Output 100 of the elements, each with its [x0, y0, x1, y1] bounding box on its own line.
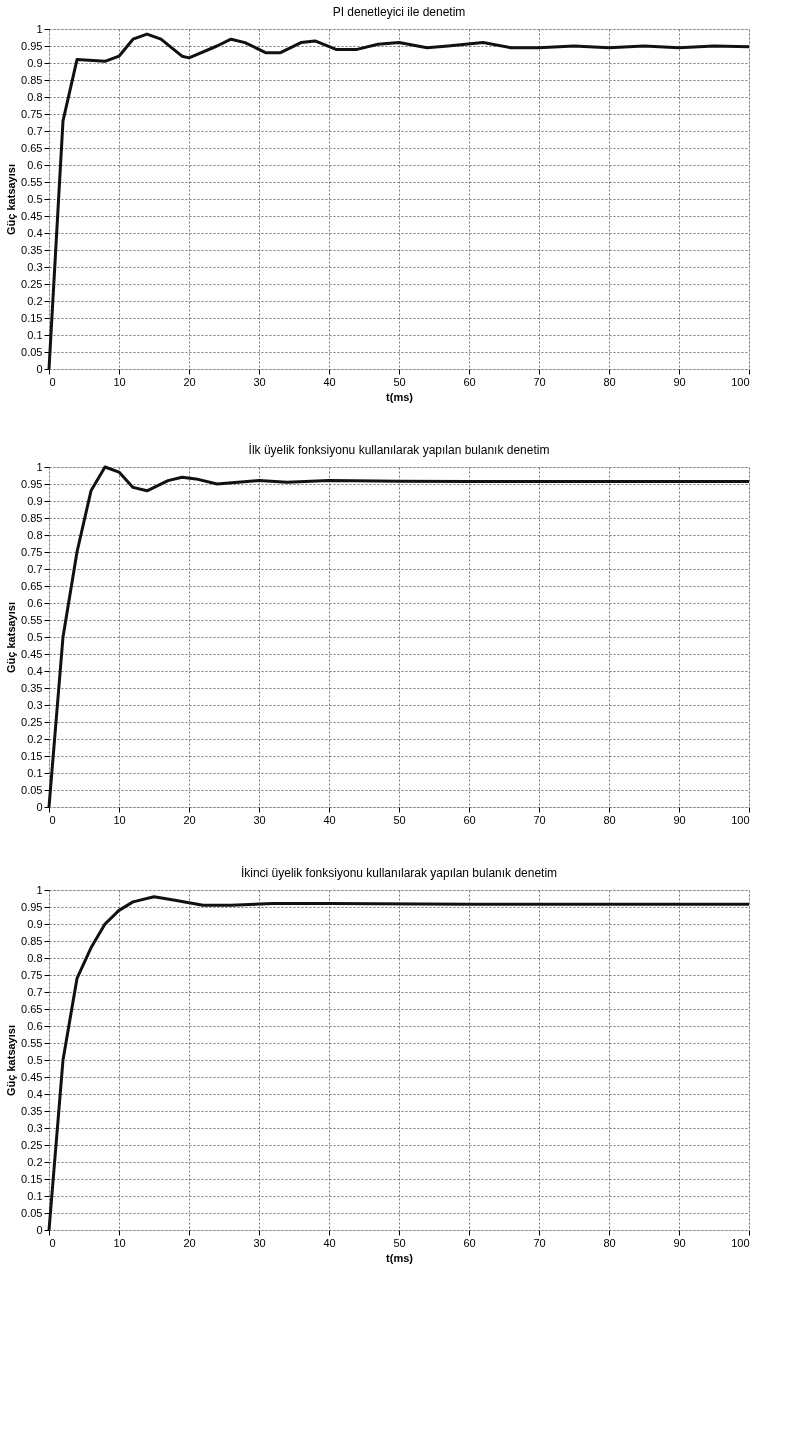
- y-tick-label: 0.45: [21, 1070, 43, 1083]
- x-tick-label: 50: [393, 1236, 406, 1249]
- y-tick-label: 0.8: [27, 951, 43, 964]
- y-tick-label: 0.55: [21, 613, 43, 626]
- x-tick-label: 60: [463, 1236, 476, 1249]
- y-tick-label: 0.3: [27, 1121, 43, 1134]
- y-tick-label: 0.25: [21, 715, 43, 728]
- y-tick-label: 0.65: [21, 579, 43, 592]
- y-tick-label: 0.2: [27, 1155, 43, 1168]
- y-tick-label: 0.2: [27, 732, 43, 745]
- y-tick-label: 0.75: [21, 107, 43, 120]
- line-series: [47, 465, 751, 809]
- x-tick-label: 60: [463, 813, 476, 826]
- y-tick-label: 0.15: [21, 1172, 43, 1185]
- y-tick-label: 0.35: [21, 1104, 43, 1117]
- x-tick-label: 90: [673, 375, 686, 388]
- y-tick-label: 0.35: [21, 243, 43, 256]
- y-tick-label: 0.7: [27, 562, 43, 575]
- y-tick-label: 0.5: [27, 192, 43, 205]
- y-tick-label: 0.4: [27, 1087, 43, 1100]
- y-axis-title: Güç katsayısı: [5, 164, 18, 235]
- x-tick-label: 100: [731, 375, 750, 388]
- x-tick-label: 100: [731, 813, 750, 826]
- chart-title: İlk üyelik fonksiyonu kullanılarak yapılan bulanık denetim: [248, 443, 550, 457]
- x-tick-label: 10: [113, 813, 126, 826]
- x-tick-label: 30: [253, 813, 266, 826]
- x-tick-label: 20: [183, 813, 196, 826]
- x-tick-label: 100: [731, 1236, 750, 1249]
- y-tick-label: 0.95: [21, 477, 43, 490]
- y-tick-label: 0.4: [27, 226, 43, 239]
- x-tick-label: 0: [49, 813, 56, 826]
- x-tick-label: 20: [183, 375, 196, 388]
- y-tick-label: 0.6: [27, 1019, 43, 1032]
- x-tick-label: 0: [49, 375, 56, 388]
- y-tick-label: 0.1: [27, 328, 43, 341]
- line-series: [47, 32, 751, 371]
- x-tick-label: 80: [603, 813, 616, 826]
- y-tick-label: 0.2: [27, 294, 43, 307]
- y-axis-title: Güç katsayısı: [5, 1025, 18, 1096]
- x-tick-label: 90: [673, 813, 686, 826]
- y-tick-label: 0.65: [21, 1002, 43, 1015]
- y-tick-label: 0.95: [21, 39, 43, 52]
- y-tick-label: 1: [36, 22, 43, 35]
- y-tick-label: 0.85: [21, 73, 43, 86]
- x-tick-label: 50: [393, 813, 406, 826]
- y-tick-label: 0.8: [27, 528, 43, 541]
- x-tick-label: 40: [323, 375, 336, 388]
- y-tick-label: 0.5: [27, 630, 43, 643]
- y-tick-label: 0.05: [21, 345, 43, 358]
- y-tick-label: 0.45: [21, 209, 43, 222]
- y-tick-label: 0.05: [21, 1206, 43, 1219]
- y-tick-label: 0.75: [21, 545, 43, 558]
- x-tick-label: 70: [533, 1236, 546, 1249]
- y-tick-label: 0.9: [27, 56, 43, 69]
- x-tick-label: 40: [323, 1236, 336, 1249]
- x-tick-label: 0: [49, 1236, 56, 1249]
- y-tick-label: 0.05: [21, 783, 43, 796]
- y-tick-label: 0.6: [27, 158, 43, 171]
- y-tick-label: 0.7: [27, 124, 43, 137]
- x-tick-label: 70: [533, 813, 546, 826]
- y-tick-label: 1: [36, 460, 43, 473]
- y-tick-label: 0.85: [21, 511, 43, 524]
- y-tick-label: 0.15: [21, 749, 43, 762]
- y-tick-label: 0.55: [21, 175, 43, 188]
- y-tick-label: 0.55: [21, 1036, 43, 1049]
- y-tick-label: 0.25: [21, 277, 43, 290]
- y-tick-label: 0.3: [27, 698, 43, 711]
- y-tick-label: 0.35: [21, 681, 43, 694]
- x-tick-label: 50: [393, 375, 406, 388]
- y-tick-label: 0.15: [21, 311, 43, 324]
- y-tick-label: 0.75: [21, 968, 43, 981]
- chart-title: PI denetleyici ile denetim: [332, 5, 466, 19]
- y-axis-title: Güç katsayısı: [5, 602, 18, 673]
- x-tick-label: 30: [253, 1236, 266, 1249]
- chart-title: İkinci üyelik fonksiyonu kullanılarak yapılan bulanık denetim: [240, 866, 558, 880]
- y-tick-label: 0.1: [27, 1189, 43, 1202]
- y-tick-label: 1: [36, 883, 43, 896]
- x-tick-label: 40: [323, 813, 336, 826]
- x-tick-label: 90: [673, 1236, 686, 1249]
- y-tick-label: 0.3: [27, 260, 43, 273]
- y-tick-label: 0.95: [21, 900, 43, 913]
- y-tick-label: 0.45: [21, 647, 43, 660]
- x-tick-label: 30: [253, 375, 266, 388]
- x-axis-title: t(ms): [386, 390, 414, 403]
- x-tick-label: 10: [113, 375, 126, 388]
- y-tick-label: 0.6: [27, 596, 43, 609]
- y-tick-label: 0.65: [21, 141, 43, 154]
- x-tick-label: 80: [603, 1236, 616, 1249]
- y-tick-label: 0.9: [27, 494, 43, 507]
- x-tick-label: 60: [463, 375, 476, 388]
- y-tick-label: 0.9: [27, 917, 43, 930]
- y-tick-label: 0: [36, 800, 43, 813]
- y-tick-label: 0.4: [27, 664, 43, 677]
- y-tick-label: 0: [36, 362, 43, 375]
- x-tick-label: 10: [113, 1236, 126, 1249]
- x-tick-label: 70: [533, 375, 546, 388]
- x-tick-label: 80: [603, 375, 616, 388]
- x-tick-label: 20: [183, 1236, 196, 1249]
- y-tick-label: 0.1: [27, 766, 43, 779]
- y-tick-label: 0: [36, 1223, 43, 1236]
